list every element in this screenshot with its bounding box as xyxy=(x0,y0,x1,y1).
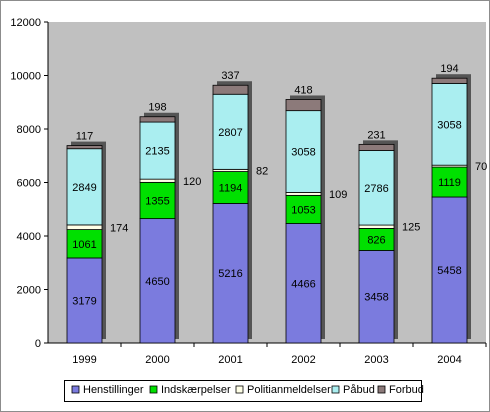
bar-segment-politianmeldelser xyxy=(66,224,103,230)
x-tick-label: 2001 xyxy=(218,354,242,366)
bar-segment-henstillinger xyxy=(358,250,395,344)
bar-segment-p-bud xyxy=(212,93,249,170)
data-label: 70 xyxy=(475,161,487,173)
y-tick-label: 12000 xyxy=(10,17,41,29)
x-tick-label: 2000 xyxy=(145,354,169,366)
bar-segment-forbud xyxy=(212,84,249,95)
bar-segment-indsk-rpelser xyxy=(212,171,249,204)
data-label: 3458 xyxy=(364,292,388,304)
data-label: 418 xyxy=(294,84,312,96)
bar-segment-forbud xyxy=(358,143,395,151)
legend-label: Påbud xyxy=(343,384,375,396)
y-tick-label: 10000 xyxy=(10,71,41,83)
data-label: 1053 xyxy=(291,204,315,216)
bar-segment-p-bud xyxy=(66,148,103,226)
legend-swatch xyxy=(331,385,340,394)
x-tick-label: 2004 xyxy=(437,354,461,366)
legend-swatch xyxy=(71,385,80,394)
data-label: 125 xyxy=(402,222,420,234)
data-label: 174 xyxy=(110,222,128,234)
legend-swatch xyxy=(149,385,158,394)
bar-segment-forbud xyxy=(66,145,103,150)
y-tick-label: 0 xyxy=(35,338,41,350)
bar-segment-p-bud xyxy=(431,82,468,166)
data-label: 3058 xyxy=(291,147,315,159)
x-tick-label: 1999 xyxy=(72,354,96,366)
data-label: 2786 xyxy=(364,183,388,195)
legend-swatch xyxy=(235,385,244,394)
data-label: 3179 xyxy=(72,295,96,307)
data-label: 231 xyxy=(367,129,385,141)
bar-segment-p-bud xyxy=(139,121,176,180)
bar-segment-forbud xyxy=(139,116,176,123)
bar-segment-p-bud xyxy=(358,150,395,226)
y-tick-label: 6000 xyxy=(17,178,41,190)
data-label: 3058 xyxy=(437,119,461,131)
bar-segment-indsk-rpelser xyxy=(285,194,322,224)
data-label: 4650 xyxy=(145,276,169,288)
x-tick-label: 2002 xyxy=(291,354,315,366)
legend-label: Forbud xyxy=(389,384,424,396)
data-label: 82 xyxy=(256,165,268,177)
plot-area xyxy=(48,22,486,343)
data-label: 120 xyxy=(183,176,201,188)
data-label: 1119 xyxy=(438,177,461,189)
data-label: 337 xyxy=(221,70,239,82)
data-label: 1194 xyxy=(219,183,243,195)
data-label: 194 xyxy=(440,63,458,75)
data-label: 2135 xyxy=(145,146,169,158)
bar-segment-politianmeldelser xyxy=(139,178,176,183)
bar-segment-indsk-rpelser xyxy=(66,229,103,259)
data-label: 117 xyxy=(76,131,94,143)
data-label: 2849 xyxy=(72,182,96,194)
bar-segment-p-bud xyxy=(285,110,322,193)
y-tick-label: 8000 xyxy=(17,124,41,136)
y-tick-label: 2000 xyxy=(17,285,41,297)
legend-label: Henstillinger xyxy=(83,384,144,396)
bar-segment-forbud xyxy=(285,99,322,112)
bar-segment-henstillinger xyxy=(139,218,176,344)
data-label: 1061 xyxy=(72,239,96,251)
data-label: 5216 xyxy=(218,268,242,280)
bar-segment-politianmeldelser xyxy=(358,224,395,229)
data-label: 109 xyxy=(329,189,347,201)
bar-segment-indsk-rpelser xyxy=(431,166,468,198)
bar-segment-indsk-rpelser xyxy=(139,181,176,220)
bar-segment-henstillinger xyxy=(212,203,249,344)
bar-segment-politianmeldelser xyxy=(285,192,322,196)
bar-segment-forbud xyxy=(431,77,468,84)
legend-swatch xyxy=(377,385,386,394)
x-tick-label: 2003 xyxy=(364,354,388,366)
data-label: 4466 xyxy=(291,278,315,290)
data-label: 198 xyxy=(148,102,166,114)
legend-label: Indskærpelser xyxy=(161,384,231,396)
data-label: 5458 xyxy=(437,265,461,277)
bar-segment-henstillinger xyxy=(66,257,103,344)
legend-label: Politianmeldelser xyxy=(247,384,331,396)
y-tick-label: 4000 xyxy=(17,231,41,243)
data-label: 2807 xyxy=(218,127,242,139)
data-label: 1355 xyxy=(145,195,169,207)
data-label: 826 xyxy=(367,234,385,246)
